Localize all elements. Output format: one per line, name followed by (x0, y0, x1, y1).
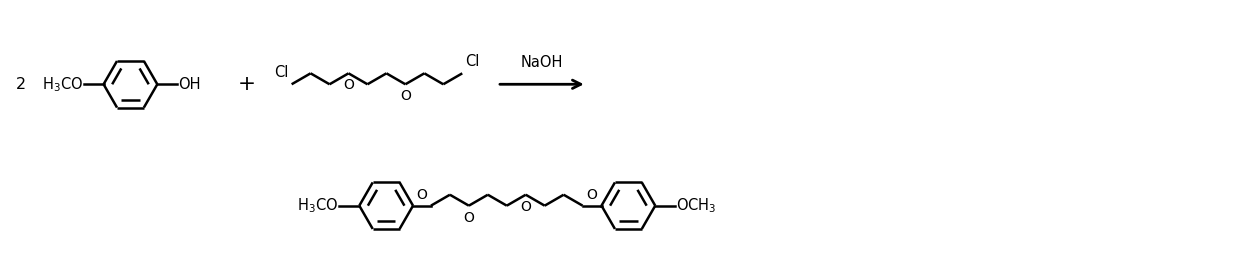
Text: O: O (520, 200, 531, 214)
Text: O: O (343, 78, 354, 92)
Text: O: O (400, 89, 411, 103)
Text: OH: OH (178, 77, 201, 92)
Text: 2: 2 (16, 77, 26, 92)
Text: H$_3$CO: H$_3$CO (42, 75, 83, 94)
Text: OCH$_3$: OCH$_3$ (676, 196, 717, 215)
Text: O: O (463, 211, 474, 225)
Text: O: O (586, 188, 597, 202)
Text: NaOH: NaOH (521, 55, 563, 70)
Text: Cl: Cl (275, 65, 288, 80)
Text: Cl: Cl (465, 54, 479, 69)
Text: +: + (238, 74, 256, 94)
Text: H$_3$CO: H$_3$CO (297, 196, 338, 215)
Text: O: O (416, 188, 427, 202)
